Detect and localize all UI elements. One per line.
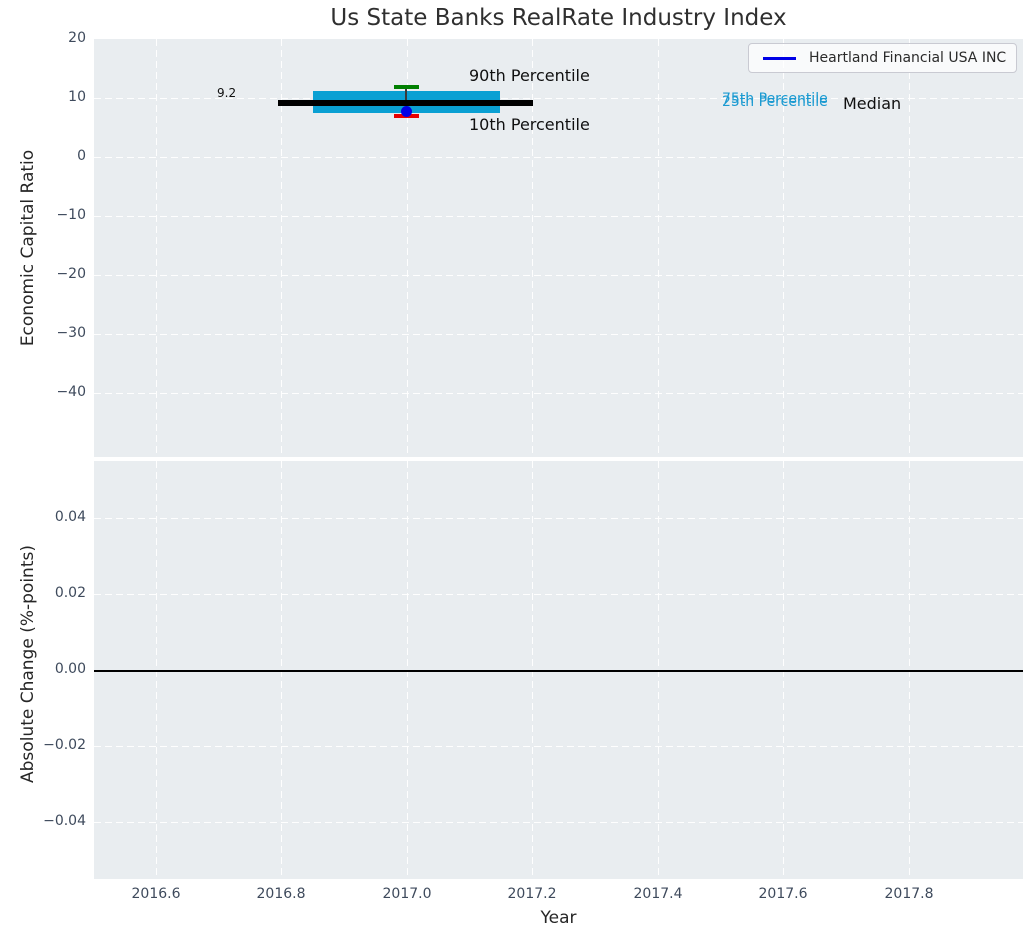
gridline-vertical [532,39,533,457]
y-axis-label-bottom: Absolute Change (%-points) [18,545,38,783]
y-tick-label: 0 [77,148,86,164]
zero-line [94,670,1023,672]
median-line [278,100,533,106]
y-tick-label: 10 [68,89,86,105]
y-tick-label: −40 [56,384,86,400]
legend: Heartland Financial USA INC [748,43,1017,73]
gridline-horizontal [94,216,1023,217]
x-axis-label: Year [540,908,577,928]
y-tick-label: 0.04 [54,509,86,525]
bottom-plot-area [94,461,1023,879]
gridline-horizontal [94,157,1023,158]
p90-cap [394,85,419,89]
annotation-median: Median [843,94,902,113]
gridline-horizontal [94,746,1023,747]
company-point-marker [401,106,412,117]
x-tick-label: 2017.2 [507,886,557,902]
y-tick-label: −0.02 [43,737,86,753]
gridline-horizontal [94,98,1023,99]
y-tick-label: 0.00 [54,661,86,677]
legend-label: Heartland Financial USA INC [809,50,1007,66]
gridline-horizontal [94,594,1023,595]
x-tick-label: 2017.4 [633,886,683,902]
gridline-vertical [156,39,157,457]
whisker-line [405,86,407,102]
annotation-75th-percentile: 75th Percentile [722,91,828,107]
gridline-horizontal [94,822,1023,823]
x-tick-label: 2017.0 [382,886,432,902]
legend-line-icon [763,56,796,60]
gridline-vertical [281,39,282,457]
gridline-horizontal [94,334,1023,335]
annotation-25th-percentile: 25th Percentile [722,94,828,110]
gridline-horizontal [94,275,1023,276]
x-tick-label: 2017.6 [758,886,808,902]
y-tick-label: −10 [56,207,86,223]
annotation-90th-percentile: 90th Percentile [469,66,590,85]
annotation-median-value: 9.2 [217,86,237,100]
gridline-vertical [783,39,784,457]
y-axis-label-top: Economic Capital Ratio [18,149,38,347]
x-tick-label: 2017.8 [884,886,934,902]
gridline-vertical [407,39,408,457]
gridline-vertical [658,39,659,457]
gridline-horizontal [94,393,1023,394]
y-tick-label: 0.02 [54,585,86,601]
x-tick-label: 2016.8 [256,886,306,902]
gridline-vertical [909,39,910,457]
y-tick-label: 20 [68,30,86,46]
y-tick-label: −0.04 [43,813,86,829]
chart-title: Us State Banks RealRate Industry Index [330,5,787,31]
y-tick-label: −30 [56,325,86,341]
x-tick-label: 2016.6 [131,886,181,902]
y-tick-label: −20 [56,266,86,282]
annotation-10th-percentile: 10th Percentile [469,115,590,134]
top-plot-area: 9.2 90th Percentile 10th Percentile 75th… [94,39,1023,457]
gridline-horizontal [94,518,1023,519]
